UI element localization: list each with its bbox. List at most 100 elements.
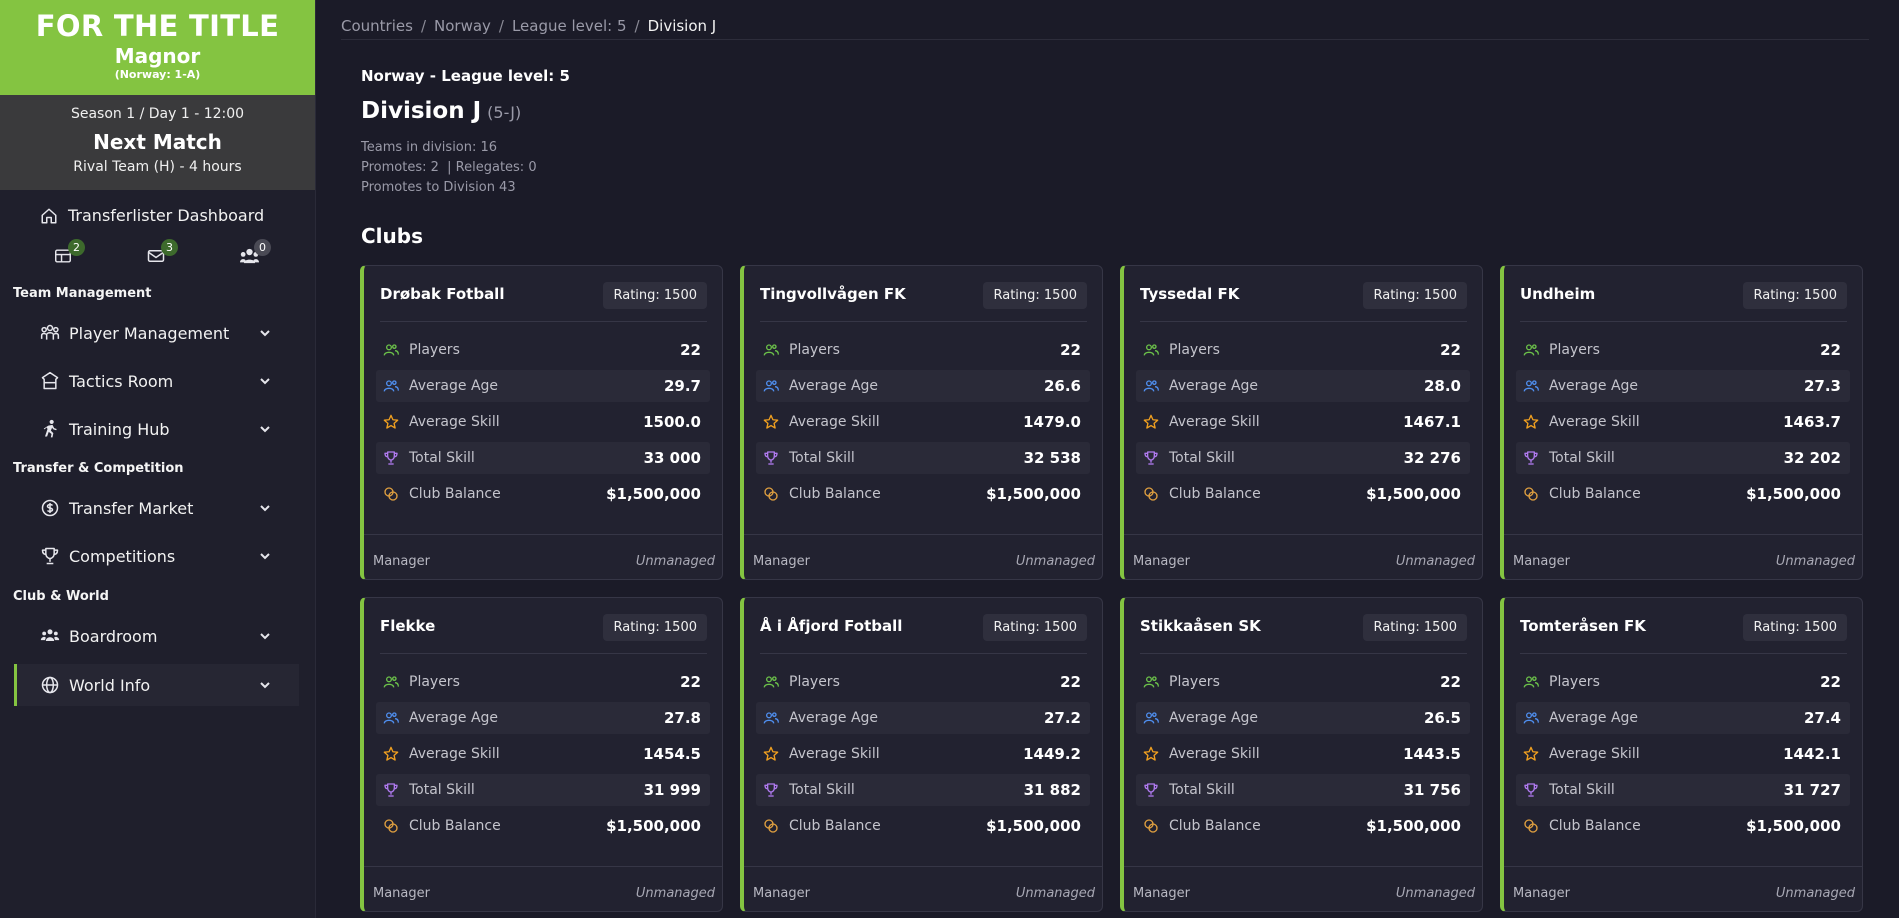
- dashboard-link[interactable]: Transferlister Dashboard: [40, 206, 264, 225]
- club-name[interactable]: Tingvollvågen FK: [760, 285, 906, 303]
- star-icon: [383, 746, 399, 761]
- nav-tactics-room[interactable]: Tactics Room: [14, 360, 299, 402]
- stat-label: Total Skill: [1549, 782, 1615, 798]
- nav-training-hub[interactable]: Training Hub: [14, 408, 299, 450]
- sidebar: FOR THE TITLE Magnor (Norway: 1-A) Seaso…: [0, 0, 316, 918]
- stat-label: Average Age: [789, 710, 879, 726]
- stat-row-average-age: Average Age 27.4: [1516, 702, 1850, 734]
- chevron-down-icon: [260, 378, 270, 385]
- stat-row-average-skill: Average Skill 1442.1: [1516, 738, 1850, 770]
- club-name[interactable]: Å i Åfjord Fotball: [760, 617, 903, 635]
- stat-row-average-age: Average Age 27.3: [1516, 370, 1850, 402]
- nav-boardroom[interactable]: Boardroom: [14, 615, 299, 657]
- manager-value: Unmanaged: [1395, 554, 1475, 569]
- stat-value: 26.6: [1043, 377, 1081, 395]
- stat-value: 27.4: [1803, 709, 1841, 727]
- stat-value: 27.8: [663, 709, 701, 727]
- stat-row-club-balance: Club Balance $1,500,000: [1516, 810, 1850, 842]
- breadcrumb-countries[interactable]: Countries: [341, 17, 413, 35]
- next-match-panel[interactable]: Season 1 / Day 1 - 12:00 Next Match Riva…: [0, 95, 315, 190]
- stat-value: 32 202: [1783, 449, 1841, 467]
- club-card[interactable]: Å i Åfjord Fotball Rating: 1500 Players 22 A…: [740, 597, 1103, 912]
- section-team-management: Team Management: [13, 286, 152, 301]
- chevron-down-icon: [260, 426, 270, 433]
- age-users-icon: [763, 712, 779, 724]
- club-card[interactable]: Flekke Rating: 1500 Players 22 Average Age 27…: [360, 597, 723, 912]
- club-name[interactable]: Flekke: [380, 617, 436, 635]
- stat-value: 1443.5: [1403, 745, 1461, 763]
- stat-row-total-skill: Total Skill 31 756: [1136, 774, 1470, 806]
- stat-label: Average Age: [789, 378, 879, 394]
- club-card[interactable]: Undheim Rating: 1500 Players 22 Average Age 2…: [1500, 265, 1863, 580]
- club-card[interactable]: Stikkaåsen SK Rating: 1500 Players 22 Averag…: [1120, 597, 1483, 912]
- mail-icon: [147, 250, 165, 262]
- club-name[interactable]: Stikkaåsen SK: [1140, 617, 1261, 635]
- friends-button[interactable]: 0: [240, 239, 271, 268]
- stat-row-players: Players 22: [756, 666, 1090, 698]
- news-badge: 2: [68, 239, 85, 256]
- card-divider: [380, 321, 707, 322]
- manager-value: Unmanaged: [1775, 554, 1855, 569]
- club-name[interactable]: Tyssedal FK: [1140, 285, 1240, 303]
- chevron-down-icon: [260, 633, 270, 640]
- card-footer-divider: [364, 534, 722, 535]
- rating-badge: Rating: 1500: [1363, 282, 1467, 309]
- quick-icons: 2 3 0: [0, 239, 316, 270]
- news-button[interactable]: 2: [54, 239, 85, 268]
- manager-label: Manager: [1133, 554, 1190, 569]
- manager-value: Unmanaged: [635, 886, 715, 901]
- nav-label: World Info: [69, 675, 151, 695]
- nav-competitions[interactable]: Competitions: [14, 535, 299, 577]
- stat-label: Total Skill: [789, 450, 855, 466]
- club-card[interactable]: Tyssedal FK Rating: 1500 Players 22 Average …: [1120, 265, 1483, 580]
- brand-header[interactable]: FOR THE TITLE Magnor (Norway: 1-A): [0, 0, 315, 95]
- club-card[interactable]: Drøbak Fotball Rating: 1500 Players 22 Avera…: [360, 265, 723, 580]
- card-divider: [760, 653, 1087, 654]
- division-code: (5-J): [487, 103, 522, 122]
- nav-transfer-market[interactable]: Transfer Market: [14, 487, 299, 529]
- stat-label: Average Skill: [1549, 746, 1640, 762]
- age-users-icon: [763, 380, 779, 392]
- mail-button[interactable]: 3: [147, 239, 178, 268]
- stat-value: 27.2: [1043, 709, 1081, 727]
- nav-player-management[interactable]: Player Management: [14, 312, 299, 354]
- breadcrumb-norway[interactable]: Norway: [434, 17, 491, 35]
- stat-value: 31 756: [1403, 781, 1461, 799]
- club-name[interactable]: Tomteråsen FK: [1520, 617, 1646, 635]
- players-icon: [1523, 344, 1539, 356]
- stat-value: 22: [1820, 673, 1841, 691]
- stat-row-total-skill: Total Skill 31 882: [756, 774, 1090, 806]
- stat-label: Club Balance: [1549, 818, 1641, 834]
- rating-badge: Rating: 1500: [983, 282, 1087, 309]
- manager-label: Manager: [753, 554, 810, 569]
- stat-value: 28.0: [1423, 377, 1461, 395]
- players-icon: [383, 344, 399, 356]
- stat-value: 22: [1440, 341, 1461, 359]
- stat-label: Club Balance: [789, 818, 881, 834]
- card-footer-divider: [1124, 866, 1482, 867]
- star-icon: [1143, 746, 1159, 761]
- stat-value: 1467.1: [1403, 413, 1461, 431]
- manager-label: Manager: [753, 886, 810, 901]
- club-name[interactable]: Drøbak Fotball: [380, 285, 505, 303]
- nav-world-info[interactable]: World Info: [14, 664, 299, 706]
- rating-badge: Rating: 1500: [603, 282, 707, 309]
- stat-value: 1479.0: [1023, 413, 1081, 431]
- club-name[interactable]: Undheim: [1520, 285, 1596, 303]
- players-icon: [1523, 676, 1539, 688]
- stat-row-club-balance: Club Balance $1,500,000: [1136, 478, 1470, 510]
- stat-label: Average Age: [409, 378, 499, 394]
- card-footer-divider: [744, 534, 1102, 535]
- club-card[interactable]: Tomteråsen FK Rating: 1500 Players 22 Averag…: [1500, 597, 1863, 912]
- breadcrumb-separator: /: [498, 17, 504, 35]
- coins-icon: [1144, 487, 1158, 501]
- nav-label: Training Hub: [69, 419, 170, 439]
- season-day-time: Season 1 / Day 1 - 12:00: [70, 106, 245, 122]
- nav-label: Player Management: [69, 323, 230, 343]
- club-card[interactable]: Tingvollvågen FK Rating: 1500 Players 22 Ave…: [740, 265, 1103, 580]
- breadcrumb-separator: /: [634, 17, 640, 35]
- stat-value: $1,500,000: [986, 485, 1081, 503]
- breadcrumb-league-level[interactable]: League level: 5: [511, 17, 627, 35]
- people-icon: [40, 324, 60, 340]
- nav-label: Tactics Room: [69, 371, 174, 391]
